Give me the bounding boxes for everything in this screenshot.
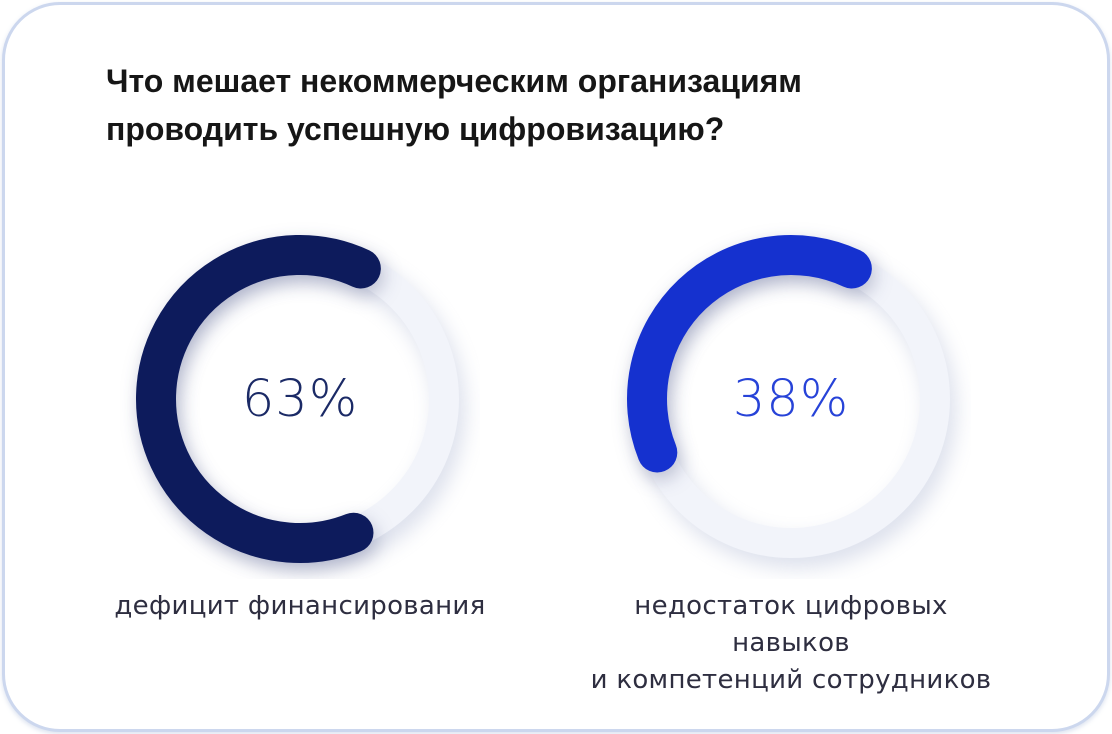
- chart-caption-funding: дефицит финансирования: [114, 588, 485, 625]
- percent-value-skills: 38%: [732, 369, 850, 429]
- caption-line: дефицит финансирования: [114, 591, 486, 621]
- donut-progress-arc: [136, 235, 381, 563]
- chart-caption-skills: недостаток цифровых навыков и компетенци…: [581, 588, 1001, 699]
- donut-ring-skills: [627, 235, 950, 558]
- donut-progress-arc: [627, 235, 872, 473]
- page-title-line-1: Что мешает некоммерческим организациям: [106, 63, 802, 99]
- donut-chart-skills: 38%: [611, 219, 971, 579]
- donut-chart-funding: 63%: [120, 219, 480, 579]
- charts-row: 63% дефицит финансирования 38% недостато…: [90, 219, 1107, 699]
- donut-ring-funding: [136, 235, 459, 563]
- page-title: Что мешает некоммерческим организациям п…: [106, 57, 1047, 153]
- caption-line: и компетенций сотрудников: [590, 665, 992, 695]
- page-title-line-2: проводить успешную цифровизацию?: [106, 111, 725, 147]
- percent-value-funding: 63%: [241, 369, 359, 429]
- chart-column-skills: 38% недостаток цифровых навыков и компет…: [581, 219, 1001, 699]
- caption-line: недостаток цифровых навыков: [634, 591, 948, 658]
- chart-column-funding: 63% дефицит финансирования: [90, 219, 510, 699]
